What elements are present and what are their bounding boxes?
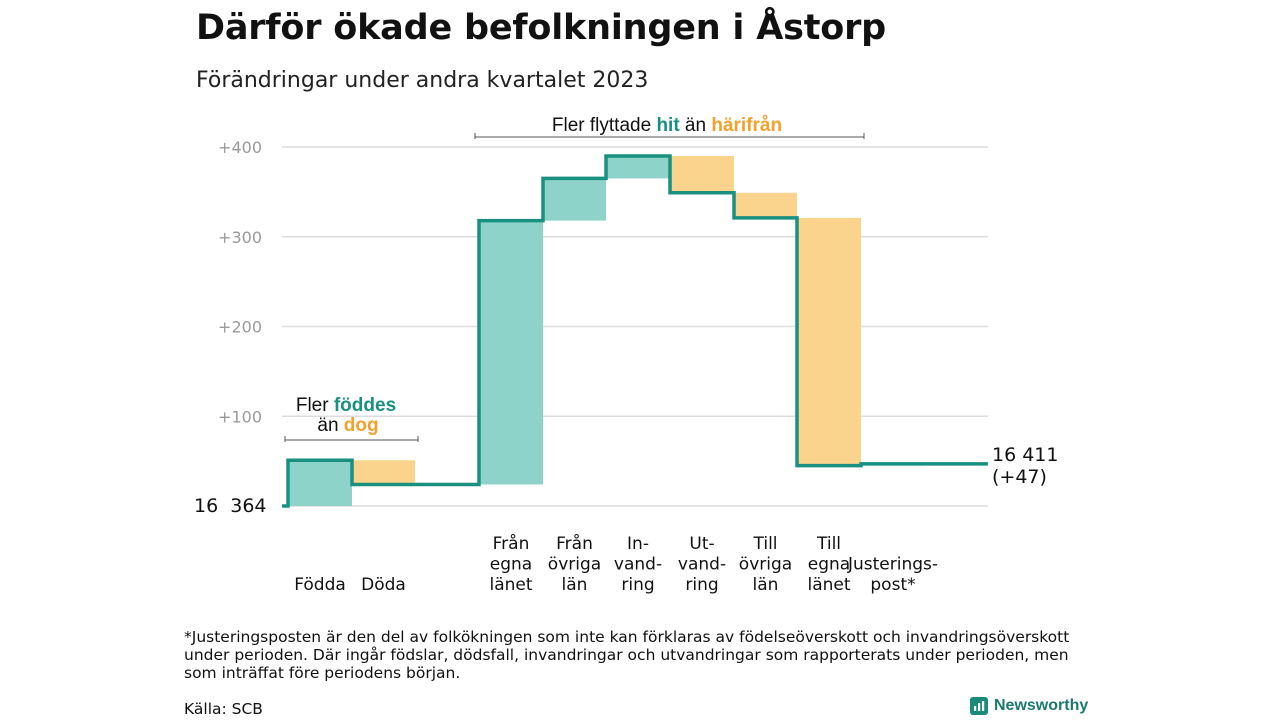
bar-chart-icon xyxy=(970,697,988,715)
annotation-highlight: dog xyxy=(344,415,379,436)
migration-annotation: Fler flyttade hit än härifrån xyxy=(552,115,782,136)
y-tick-label: +100 xyxy=(218,407,262,426)
waterfall-bar xyxy=(734,192,797,218)
migration-bracket xyxy=(474,133,865,139)
category-label: länet xyxy=(807,575,850,595)
category-label: Döda xyxy=(361,575,406,595)
waterfall-bar xyxy=(543,178,606,221)
category-label: övriga xyxy=(548,555,601,575)
waterfall-bar xyxy=(288,460,352,506)
baseline-value-label: 16 364 xyxy=(194,495,267,517)
category-label: övriga xyxy=(739,555,792,575)
waterfall-bar xyxy=(479,220,543,485)
annotation-text: än xyxy=(317,415,343,436)
bars xyxy=(288,155,925,506)
category-label: vand- xyxy=(678,555,726,575)
final-value-label: 16 411 xyxy=(992,444,1058,466)
category-label: Födda xyxy=(294,575,346,595)
category-label: Från xyxy=(556,533,593,554)
births-bracket xyxy=(284,436,419,442)
category-label: Till xyxy=(752,534,777,554)
category-label: vand- xyxy=(614,555,662,575)
brand-name: Newsworthy xyxy=(994,697,1089,714)
annotation-text: än xyxy=(680,115,712,136)
footnote: *Justeringsposten är den del av folkökni… xyxy=(184,628,1070,682)
category-label: ring xyxy=(621,575,654,595)
y-tick-label: +300 xyxy=(218,228,262,247)
annotation-highlight: härifrån xyxy=(711,115,782,136)
category-label: länet xyxy=(489,575,532,595)
annotation-highlight: hit xyxy=(656,115,680,136)
births-annotation-line1: Fler föddes xyxy=(296,395,396,416)
annotation-text: Fler xyxy=(296,395,334,416)
annotation-highlight: föddes xyxy=(334,395,396,416)
category-label: Ut- xyxy=(689,534,714,554)
category-label: län xyxy=(753,575,779,595)
waterfall-step-line xyxy=(282,154,988,508)
source-label: Källa: SCB xyxy=(184,700,263,718)
category-label: Till xyxy=(816,534,841,554)
births-annotation-line2: än dog xyxy=(317,415,378,436)
category-label: egna xyxy=(808,555,850,575)
chart-subtitle: Förändringar under andra kvartalet 2023 xyxy=(196,68,649,93)
waterfall-bar xyxy=(797,217,861,466)
waterfall-bar xyxy=(352,460,415,485)
grid-lines xyxy=(282,146,988,507)
y-tick-label: +200 xyxy=(218,318,262,337)
category-label: ring xyxy=(685,575,718,595)
category-label: post* xyxy=(870,575,915,595)
annotation-text: Fler flyttade xyxy=(552,115,657,136)
final-value-label: (+47) xyxy=(992,466,1047,488)
waterfall-bar xyxy=(606,155,670,179)
chart-title: Därför ökade befolkningen i Åstorp xyxy=(196,8,887,48)
step-line xyxy=(282,154,988,508)
category-label: egna xyxy=(490,555,532,575)
brand-logo: Newsworthy xyxy=(970,697,1088,715)
category-label: In- xyxy=(627,534,649,554)
category-label: Från xyxy=(493,533,530,554)
category-label: län xyxy=(562,575,588,595)
y-tick-label: +400 xyxy=(218,138,262,157)
waterfall-bar xyxy=(670,155,734,193)
category-label: Justerings- xyxy=(847,555,938,575)
